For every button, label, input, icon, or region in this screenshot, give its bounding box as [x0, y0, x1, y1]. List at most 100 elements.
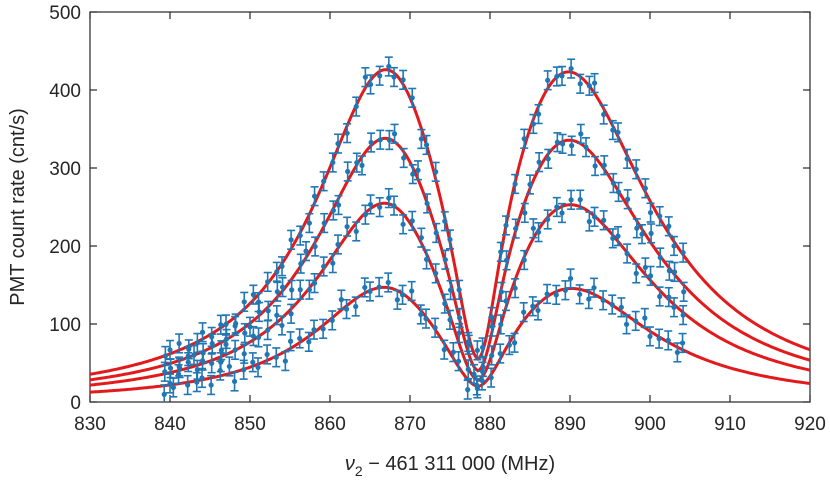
data-marker: [231, 378, 238, 385]
data-marker: [199, 329, 206, 335]
data-point: [287, 279, 296, 301]
data-point: [208, 333, 217, 354]
data-point: [463, 379, 472, 400]
data-marker: [591, 214, 598, 220]
data-point: [343, 123, 352, 144]
data-marker: [289, 287, 295, 293]
data-point: [408, 87, 417, 109]
data-point: [192, 371, 201, 393]
data-marker: [666, 223, 672, 229]
data-marker: [335, 241, 341, 248]
data-marker: [241, 351, 247, 357]
data-marker: [279, 322, 285, 329]
data-point: [352, 221, 361, 242]
data-marker: [265, 327, 271, 333]
data-point: [169, 377, 178, 398]
data-marker: [265, 279, 271, 285]
data-point: [390, 66, 398, 88]
data-point: [664, 286, 673, 308]
data-point: [273, 281, 282, 302]
data-point: [558, 133, 567, 155]
data-point: [454, 351, 463, 372]
data-point: [278, 256, 286, 277]
data-marker: [623, 321, 630, 327]
data-point: [183, 374, 192, 396]
data-marker: [423, 256, 430, 263]
y-tick-label: 400: [49, 81, 81, 102]
data-marker: [170, 384, 176, 391]
data-marker: [233, 320, 239, 327]
data-marker: [288, 237, 294, 243]
data-marker: [559, 141, 566, 147]
data-point: [478, 370, 486, 391]
data-marker: [465, 387, 471, 393]
data-point: [198, 322, 207, 343]
data-marker: [625, 196, 631, 202]
data-point: [207, 374, 216, 396]
data-marker: [218, 322, 224, 328]
data-point: [599, 210, 608, 231]
data-point: [561, 280, 570, 301]
data-point: [352, 152, 361, 173]
data-marker: [647, 333, 653, 339]
data-marker: [298, 261, 304, 267]
data-marker: [545, 156, 551, 162]
data-point: [337, 289, 346, 310]
data-point: [646, 265, 655, 287]
data-marker: [554, 139, 560, 145]
data-point: [239, 359, 248, 380]
data-marker: [311, 327, 317, 333]
data-point: [222, 334, 230, 355]
data-marker: [433, 270, 439, 276]
data-point: [576, 73, 585, 94]
data-marker: [367, 288, 373, 295]
data-point: [334, 234, 342, 255]
data-point: [399, 147, 408, 169]
data-marker: [671, 304, 677, 310]
data-marker: [423, 316, 429, 322]
data-point: [632, 218, 641, 239]
data-marker: [498, 249, 504, 255]
data-point: [584, 288, 593, 310]
data-point: [670, 261, 679, 283]
data-point: [440, 293, 449, 314]
data-marker: [335, 141, 341, 147]
data-point: [366, 74, 375, 95]
data-point: [390, 123, 399, 144]
data-point: [319, 256, 328, 277]
data-point: [352, 96, 361, 117]
data-marker: [250, 333, 256, 339]
data-marker: [506, 342, 512, 348]
data-point: [263, 271, 272, 293]
data-marker: [288, 311, 294, 317]
data-marker: [385, 279, 391, 286]
data-point: [502, 250, 511, 271]
data-marker: [185, 382, 191, 388]
data-point: [582, 137, 590, 158]
data-marker: [554, 204, 560, 210]
data-marker: [306, 220, 312, 226]
data-marker: [455, 358, 462, 364]
data-point: [319, 171, 328, 192]
data-marker: [578, 131, 584, 137]
data-marker: [409, 218, 415, 224]
data-marker: [610, 127, 616, 133]
data-point: [623, 148, 632, 169]
data-point: [320, 212, 329, 234]
data-marker: [194, 379, 200, 385]
data-marker: [488, 375, 494, 381]
data-marker: [601, 162, 607, 168]
data-point: [184, 339, 193, 360]
data-marker: [223, 341, 229, 347]
data-marker: [457, 315, 463, 321]
data-marker: [386, 137, 392, 143]
data-marker: [367, 81, 374, 88]
data-marker: [335, 202, 342, 208]
data-point: [520, 128, 529, 149]
data-marker: [343, 306, 350, 312]
x-axis-label-subscript: 2: [355, 463, 363, 479]
data-point: [399, 214, 408, 235]
data-point: [249, 325, 258, 347]
data-marker: [615, 189, 622, 195]
data-point: [590, 72, 599, 94]
